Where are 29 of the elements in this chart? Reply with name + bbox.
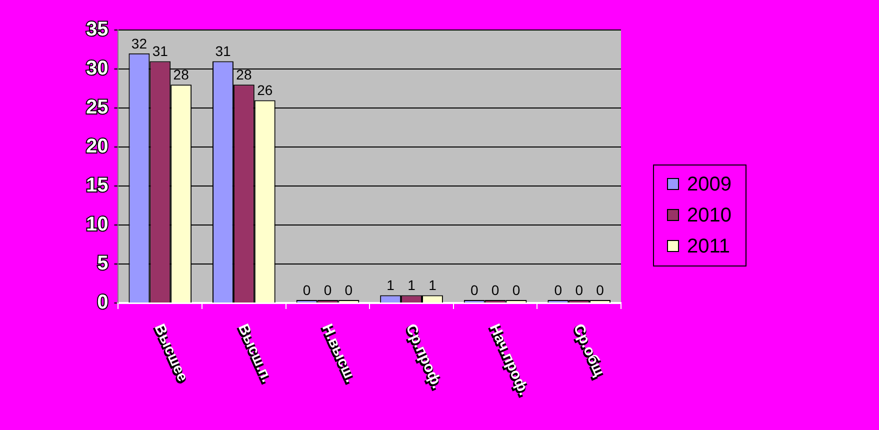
- y-tick-label: 35: [86, 18, 108, 41]
- legend-label: 2009: [687, 174, 732, 196]
- y-tick-label: 20: [86, 136, 108, 158]
- data-label: 0: [470, 282, 478, 298]
- data-label: 31: [215, 43, 231, 60]
- data-label: 28: [236, 66, 252, 82]
- data-label: 32: [131, 35, 148, 52]
- data-label: 0: [512, 282, 520, 298]
- y-tick-label: 0: [97, 292, 108, 314]
- data-label: 0: [324, 282, 332, 298]
- y-tick-label: 15: [86, 174, 108, 197]
- y-tick-label: 5: [97, 252, 108, 275]
- data-label: 1: [428, 277, 437, 294]
- legend-label: 2010: [687, 204, 732, 227]
- data-label: 0: [575, 282, 584, 298]
- data-label: 0: [344, 282, 353, 298]
- data-label: 0: [596, 282, 604, 298]
- data-label: 31: [152, 43, 168, 60]
- data-label: 1: [408, 277, 416, 294]
- data-label: 1: [386, 277, 395, 294]
- data-label: 0: [554, 282, 562, 298]
- data-label: 28: [173, 66, 190, 82]
- data-label: 0: [302, 282, 311, 298]
- y-tick-label: 30: [86, 58, 108, 80]
- legend-label: 2011: [687, 236, 730, 258]
- data-label: 26: [257, 82, 273, 98]
- data-label: 0: [491, 282, 500, 298]
- y-tick-label: 25: [86, 96, 108, 119]
- y-tick-label: 10: [86, 214, 108, 236]
